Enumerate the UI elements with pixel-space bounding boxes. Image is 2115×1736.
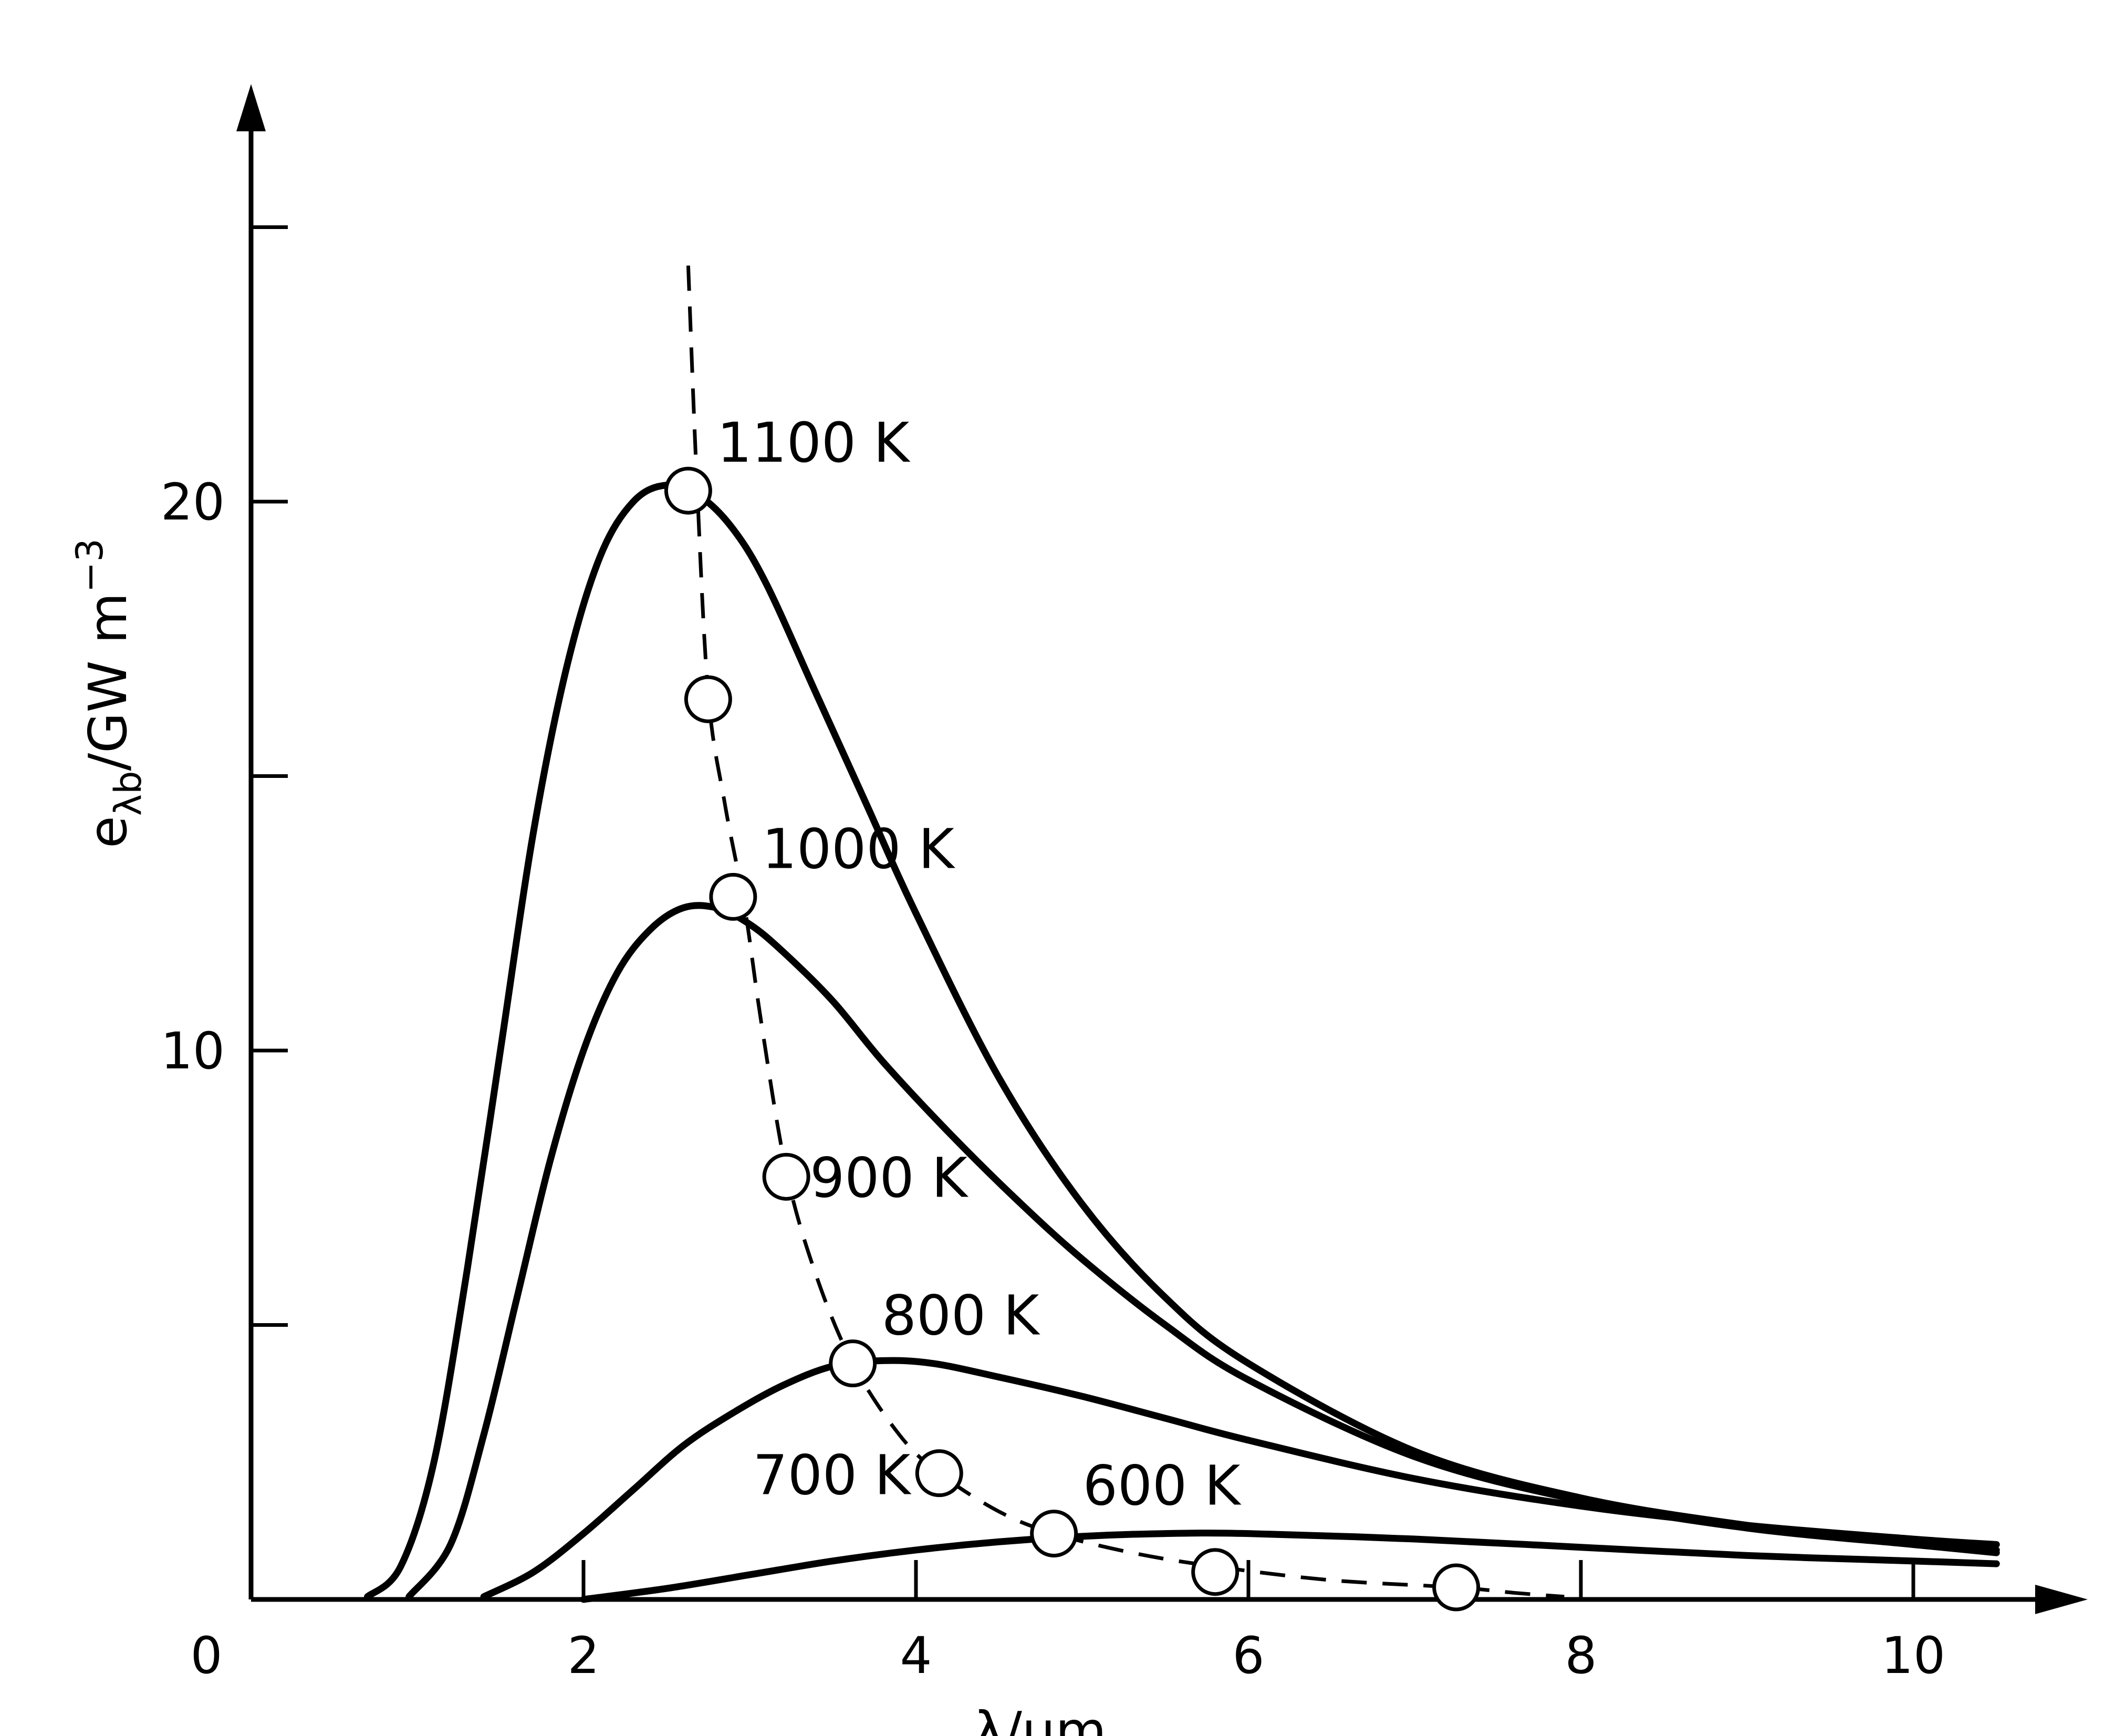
x-tick-label-10: 10 — [1881, 1626, 1945, 1685]
series-label-900k: 900 K — [810, 1146, 969, 1210]
peak-marker-5 — [829, 1339, 877, 1388]
peak-marker-1 — [664, 466, 712, 515]
series-label-1100k: 1100 K — [717, 411, 911, 475]
series-group — [364, 481, 2000, 1603]
x-tick-label-4: 4 — [900, 1626, 932, 1685]
x-axis-title: λ/μm — [973, 1700, 1107, 1736]
series-labels: 1100 K 1000 K 900 K 800 K 700 K 600 K — [717, 411, 1242, 1518]
peak-marker-2 — [684, 675, 732, 723]
series-label-600k: 600 K — [1083, 1454, 1242, 1518]
peak-marker-3 — [709, 872, 757, 921]
y-axis-title-sub: λb — [107, 771, 150, 816]
x-axis-arrow — [2035, 1585, 2088, 1614]
peak-marker-6 — [915, 1449, 963, 1498]
peak-marker-8 — [1191, 1548, 1239, 1596]
y-axis-title: eλb/GW m−3 — [68, 538, 150, 848]
y-ticks: 10 20 — [161, 225, 288, 1327]
y-axis-title-sup: −3 — [68, 538, 111, 592]
series-label-800k: 800 K — [882, 1284, 1041, 1348]
peak-locus-group — [664, 265, 1565, 1612]
series-line-600k — [580, 1530, 2000, 1603]
peak-marker-4 — [762, 1152, 810, 1201]
y-axis-title-main: e — [77, 816, 139, 848]
series-line-1100k — [364, 481, 2000, 1600]
x-tick-label-2: 2 — [567, 1626, 599, 1685]
y-tick-label-10: 10 — [161, 1022, 225, 1080]
peak-marker-7 — [1030, 1510, 1078, 1558]
series-line-800k — [480, 1357, 2000, 1600]
x-tick-label-8: 8 — [1565, 1626, 1597, 1685]
peak-marker-9 — [1432, 1563, 1481, 1612]
series-label-700k: 700 K — [753, 1443, 912, 1508]
series-label-1000k: 1000 K — [762, 817, 956, 881]
y-tick-label-20: 20 — [161, 473, 225, 532]
x-tick-label-6: 6 — [1232, 1626, 1264, 1685]
x-ticks: 0 2 4 6 8 10 — [190, 1560, 1945, 1685]
series-line-1000k — [405, 902, 2000, 1600]
x-tick-label-0: 0 — [190, 1626, 222, 1685]
y-axis-title-unit: /GW m — [77, 592, 139, 771]
y-axis-arrow — [236, 84, 266, 131]
